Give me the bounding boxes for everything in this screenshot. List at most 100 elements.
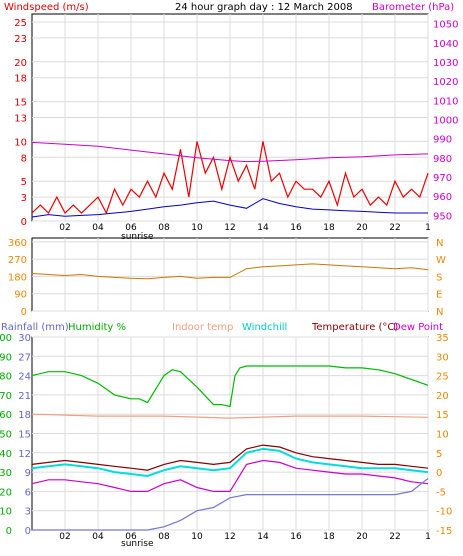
direction-tick-label: 90 [14, 290, 27, 301]
barometer-tick-label: 950 [433, 211, 452, 222]
x-tick-label-top: 02 [59, 223, 70, 233]
compass-tick-label: E [436, 290, 442, 301]
x-tick-label-top: 14 [257, 223, 269, 233]
compass-tick-label: N [436, 238, 443, 249]
x-tick-label-bottom: 02 [59, 532, 70, 542]
rainfall-tick-label: 30 [18, 333, 31, 344]
windspeed-tick-label: 10 [14, 137, 27, 148]
windspeed-tick-label: 25 [14, 18, 27, 29]
humidity-tick-label: 100 [0, 333, 12, 344]
x-tick-label-bottom: 06 [125, 532, 137, 542]
temperature-tick-label: 20 [436, 391, 449, 402]
direction-tick-label: 270 [8, 255, 27, 266]
x-tick-label-top: 22 [389, 223, 400, 233]
humidity-tick-label: 20 [0, 487, 12, 498]
x-tick-label-top: 20 [356, 223, 368, 233]
x-tick-label-top: 08 [158, 223, 170, 233]
rainfall-tick-label: 9 [25, 468, 31, 479]
barometer-tick-label: 1020 [433, 77, 458, 88]
x-tick-label-bottom: 16 [290, 532, 302, 542]
temperature-tick-label: 15 [436, 410, 449, 421]
humidity-tick-label: 30 [0, 468, 12, 479]
temperature-tick-label: 5 [436, 449, 442, 460]
windchill-legend: Windchill [242, 322, 287, 333]
windspeed-tick-label: 20 [14, 58, 27, 69]
humidity-series-line [31, 365, 429, 408]
barometer-tick-label: 970 [433, 173, 452, 184]
rainfall-series-line [32, 478, 429, 531]
humidity-tick-label: 10 [0, 507, 12, 518]
barometer-tick-label: 1000 [433, 115, 458, 126]
compass-tick-label: W [436, 255, 446, 266]
rainfall-tick-label: 12 [18, 449, 31, 460]
temperature-tick-label: -5 [436, 487, 446, 498]
indoor-temp-legend: Indoor temp [172, 322, 233, 333]
x-tick-label-top: 12 [224, 223, 235, 233]
windspeed-tick-label: 15 [14, 98, 27, 109]
x-tick-label-bottom: 14 [257, 532, 269, 542]
x-tick-label-bottom: 20 [356, 532, 368, 542]
x-tick-label-bottom: 10 [191, 532, 203, 542]
dewpoint-series-line [31, 459, 429, 492]
sunrise-label-bottom: sunrise [121, 539, 154, 549]
rainfall-axis-title: Rainfall (mm) [1, 322, 69, 333]
barometer-tick-label: 1040 [433, 39, 458, 50]
axis-labels: 0202040406060808101012121414161618182020… [0, 18, 458, 542]
gust-series-line [31, 141, 429, 215]
temperature-tick-label: 30 [436, 352, 449, 363]
barometer-tick-label: 960 [433, 192, 452, 203]
x-tick-label-top: 16 [290, 223, 302, 233]
barometer-tick-label: 1050 [433, 20, 458, 31]
windspeed-tick-label: 5 [21, 177, 27, 188]
windspeed-tick-label: 3 [21, 193, 27, 204]
temperature-tick-label: -10 [436, 507, 452, 518]
x-tick-label-bottom: 08 [158, 532, 170, 542]
rainfall-tick-label: 15 [18, 430, 31, 441]
humidity-axis-title: Humidity % [68, 322, 126, 333]
barometer-axis-title: Barometer (hPa) [372, 2, 454, 13]
rainfall-tick-label: 27 [18, 352, 31, 363]
indoor-series-line [31, 413, 429, 419]
x-tick-label-bottom: 04 [92, 532, 104, 542]
average-series-line [31, 198, 428, 218]
x-tick-label-top: 18 [323, 223, 335, 233]
windspeed-tick-label: 18 [14, 74, 27, 85]
x-tick-label-top: 1 [425, 223, 431, 233]
humidity-tick-label: 70 [0, 391, 12, 402]
compass-tick-label: S [436, 272, 442, 283]
barometer-tick-label: 1010 [433, 96, 458, 107]
x-tick-label-bottom: 18 [323, 532, 335, 542]
temperature-tick-label: 0 [436, 468, 442, 479]
temperature-tick-label: 35 [436, 333, 449, 344]
windspeed-tick-label: 23 [14, 34, 27, 45]
temperature-tick-label: 25 [436, 372, 449, 383]
humidity-tick-label: 60 [0, 410, 12, 421]
humidity-tick-label: 0 [6, 526, 12, 537]
rainfall-tick-label: 18 [18, 410, 31, 421]
rainfall-tick-label: 3 [25, 507, 31, 518]
windspeed-tick-label: 8 [21, 153, 27, 164]
barometer-tick-label: 1030 [433, 58, 458, 69]
temperature-legend: Temperature (°C) [311, 322, 398, 333]
temperature-tick-label: -15 [436, 526, 452, 537]
rainfall-tick-label: 0 [25, 526, 31, 537]
barometer-tick-label: 980 [433, 154, 452, 165]
direction-tick-label: 360 [8, 238, 27, 249]
humidity-tick-label: 40 [0, 449, 12, 460]
windspeed-tick-label: 0 [21, 217, 27, 228]
direction-series-line [31, 263, 429, 280]
x-tick-label-top: 10 [191, 223, 203, 233]
barometer-series-line [31, 141, 429, 163]
barometer-tick-label: 990 [433, 135, 452, 146]
temperature-tick-label: 10 [436, 430, 449, 441]
rainfall-tick-label: 24 [18, 372, 31, 383]
compass-tick-label: N [436, 307, 443, 318]
dewpoint-legend: Dew Point [393, 322, 443, 333]
direction-tick-label: 180 [8, 272, 27, 283]
windspeed-tick-label: 13 [14, 114, 27, 125]
x-tick-label-bottom: 1 [425, 532, 431, 542]
humidity-tick-label: 90 [0, 352, 12, 363]
series-lines [31, 141, 429, 531]
